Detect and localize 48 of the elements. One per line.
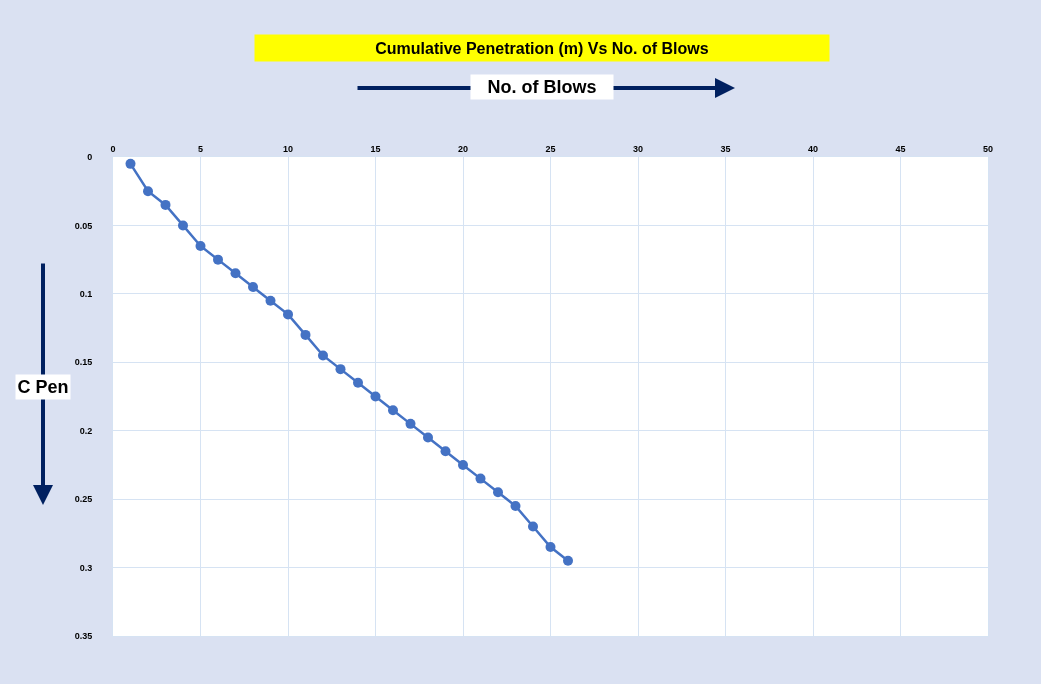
point [248,282,258,293]
point [353,377,363,388]
point [440,446,451,457]
x-tick-label: 10 [282,144,294,155]
y-tick-label: 0.3 [79,562,93,573]
point [213,254,223,265]
x-tick-label: 25 [545,144,556,155]
x-tick-label: 40 [807,144,819,155]
y-tick-label: 0.15 [74,357,93,368]
point [300,329,311,340]
point [493,487,503,498]
y-tick-label: 0.25 [74,494,93,505]
point [318,350,328,361]
x-tick-label: 30 [632,144,644,155]
point [370,391,381,402]
point [545,542,556,553]
point [423,432,433,443]
point [143,186,153,197]
point [125,158,136,169]
x-tick-label: 20 [457,144,469,155]
y-tick-label: 0.05 [74,220,93,231]
point [230,268,241,279]
point [160,199,171,210]
point [563,555,573,566]
y-tick-label: 0.35 [74,631,93,642]
y-tick-label: 0 [87,152,93,163]
y-tick-label: 0.1 [79,289,93,300]
point [388,405,398,416]
x-tick-label: 5 [197,144,204,155]
point [528,521,538,532]
point [195,240,206,251]
x-tick-label: 50 [982,144,994,155]
x-tick-label: 0 [110,144,116,155]
point [178,220,188,231]
x-tick-label: 45 [895,144,906,155]
point [265,295,276,306]
point [283,309,293,320]
x-tick-label: 35 [720,144,731,155]
y-axis-title: C Pen [17,377,69,397]
x-axis-title: No. of Blows [487,77,597,97]
x-tick-label: 15 [370,144,381,155]
y-tick-label: 0.2 [79,425,93,436]
chart-title: Cumulative Penetration (m) Vs No. of Blows [375,39,709,57]
point [475,473,486,484]
point [335,364,346,375]
point [458,459,468,470]
point [510,500,521,511]
point [405,418,416,429]
